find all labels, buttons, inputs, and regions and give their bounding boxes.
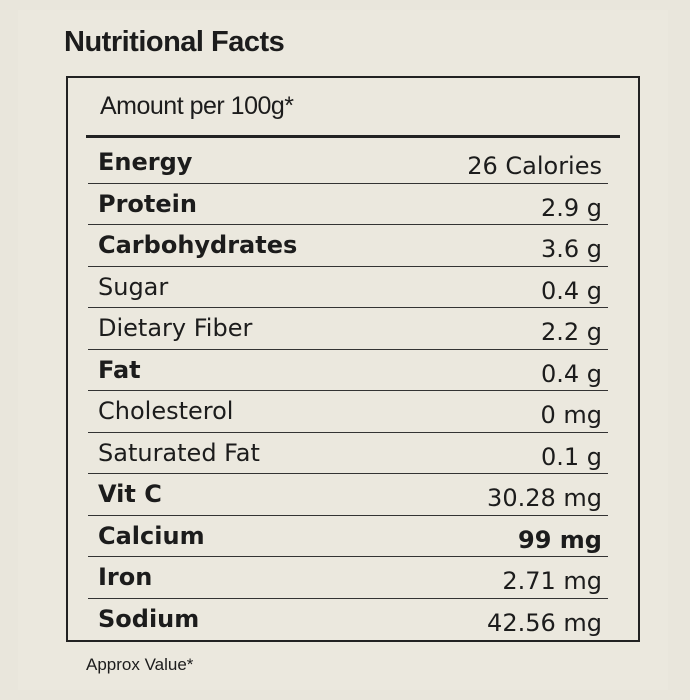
row: Protein 2.9 g bbox=[88, 184, 608, 225]
row: Energy 26 Calories bbox=[88, 142, 608, 184]
nutrient: Vit C bbox=[98, 480, 162, 508]
nutrient: Saturated Fat bbox=[98, 438, 260, 467]
nutrient: Sugar bbox=[98, 272, 169, 301]
row: Sugar 0.4 g bbox=[88, 267, 608, 308]
nutrient: Energy bbox=[98, 148, 193, 176]
amount: 26 Calories bbox=[467, 152, 602, 180]
nutrient: Calcium bbox=[98, 521, 205, 550]
rule bbox=[86, 135, 620, 138]
nutrient: Iron bbox=[98, 563, 153, 591]
amount: 0.4 g bbox=[540, 276, 602, 305]
amount: 3.6 g bbox=[540, 235, 602, 263]
amount: 2.71 mg bbox=[502, 567, 602, 595]
nutrient: Protein bbox=[98, 189, 197, 218]
facts-table: Amount per 100g* Energy 26 Calories Prote… bbox=[66, 76, 640, 642]
row: Sodium 42.56 mg bbox=[88, 599, 608, 641]
row: Dietary Fiber 2.2 g bbox=[88, 308, 608, 350]
footnote: Approx Value* bbox=[86, 655, 194, 674]
amount: 0.1 g bbox=[540, 442, 602, 471]
rows: Energy 26 Calories Protein 2.9 g Carbohydr… bbox=[88, 142, 608, 640]
amount: 99 mg bbox=[518, 525, 602, 554]
title: Nutritional Facts bbox=[64, 26, 285, 58]
label bbox=[18, 10, 668, 690]
row: Saturated Fat 0.1 g bbox=[88, 433, 608, 474]
table-header: Amount per 100g* bbox=[100, 92, 294, 120]
row: Iron 2.71 mg bbox=[88, 557, 608, 599]
nutrient: Sodium bbox=[98, 604, 200, 633]
row: Carbohydrates 3.6 g bbox=[88, 225, 608, 267]
amount: 0 mg bbox=[540, 401, 602, 429]
row: Vit C 30.28 mg bbox=[88, 474, 608, 516]
row: Cholesterol 0 mg bbox=[88, 391, 608, 433]
nutrient: Dietary Fiber bbox=[98, 314, 253, 342]
row: Calcium 99 mg bbox=[88, 516, 608, 557]
nutrient: Cholesterol bbox=[98, 397, 234, 425]
amount: 0.4 g bbox=[540, 359, 602, 388]
amount: 30.28 mg bbox=[487, 484, 602, 512]
nutrient: Fat bbox=[98, 355, 141, 384]
amount: 2.9 g bbox=[540, 193, 602, 222]
amount: 42.56 mg bbox=[487, 608, 602, 637]
amount: 2.2 g bbox=[540, 318, 602, 346]
nutrient: Carbohydrates bbox=[98, 231, 298, 259]
row: Fat 0.4 g bbox=[88, 350, 608, 391]
